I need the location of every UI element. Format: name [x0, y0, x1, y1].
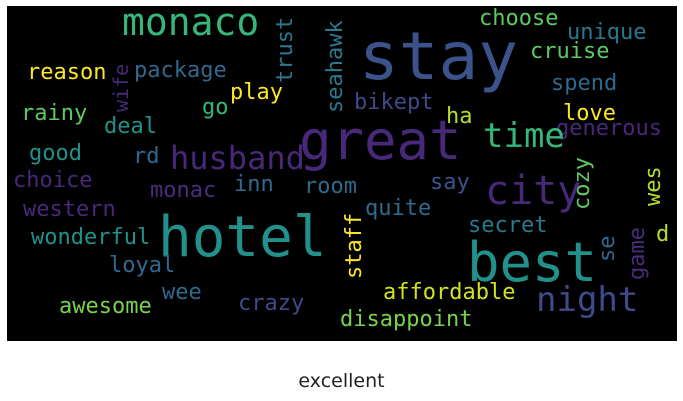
word-go: go [202, 95, 229, 120]
word-bikept: bikept [354, 90, 434, 115]
word-great: great [299, 109, 462, 172]
word-hotel: hotel [158, 205, 327, 270]
word-spend: spend [551, 71, 618, 96]
word-husband: husband [170, 139, 305, 177]
word-play: play [230, 80, 283, 105]
word-quite: quite [365, 196, 432, 221]
word-wife: wife [109, 63, 133, 112]
word-loyal: loyal [109, 253, 176, 278]
word-generous: generous [556, 116, 662, 141]
word-say: say [430, 170, 470, 195]
word-ha: ha [446, 104, 473, 129]
word-secret: secret [468, 213, 548, 238]
word-seahawk: seahawk [323, 20, 348, 113]
word-room: room [304, 174, 357, 199]
word-reason: reason [27, 60, 107, 85]
word-wee: wee [162, 280, 202, 305]
word-inn: inn [234, 172, 274, 197]
word-se: se [595, 235, 620, 263]
word-trust: trust [273, 16, 298, 83]
figure-caption: excellent [298, 370, 385, 392]
word-choose: choose [479, 6, 559, 31]
word-love: love [563, 101, 616, 126]
word-rainy: rainy [21, 101, 88, 126]
word-package: package [134, 58, 227, 83]
word-game: game [625, 227, 650, 280]
word-night: night [536, 280, 639, 320]
word-best: best [467, 231, 598, 294]
word-unique: unique [567, 20, 647, 45]
word-deal: deal [104, 114, 157, 139]
word-rd: rd [133, 144, 160, 169]
word-time: time [483, 116, 565, 156]
word-western: western [23, 197, 116, 222]
word-d: d [656, 222, 670, 247]
word-wonderful: wonderful [31, 225, 151, 250]
word-cruise: cruise [530, 39, 610, 64]
word-city: city [485, 168, 582, 214]
word-good: good [29, 141, 82, 166]
word-cloud: stay monaco trust seahawk choose unique … [7, 6, 677, 341]
word-stay: stay [359, 18, 518, 95]
word-monaco: monaco [122, 6, 260, 44]
word-affordable: affordable [383, 280, 516, 305]
word-disappoint: disappoint [340, 307, 473, 332]
word-monac: monac [150, 178, 217, 203]
word-awesome: awesome [59, 294, 152, 319]
word-wes: wes [641, 166, 666, 206]
word-crazy: crazy [238, 291, 305, 316]
word-choice: choice [13, 168, 93, 193]
word-staff: staff [342, 212, 367, 279]
